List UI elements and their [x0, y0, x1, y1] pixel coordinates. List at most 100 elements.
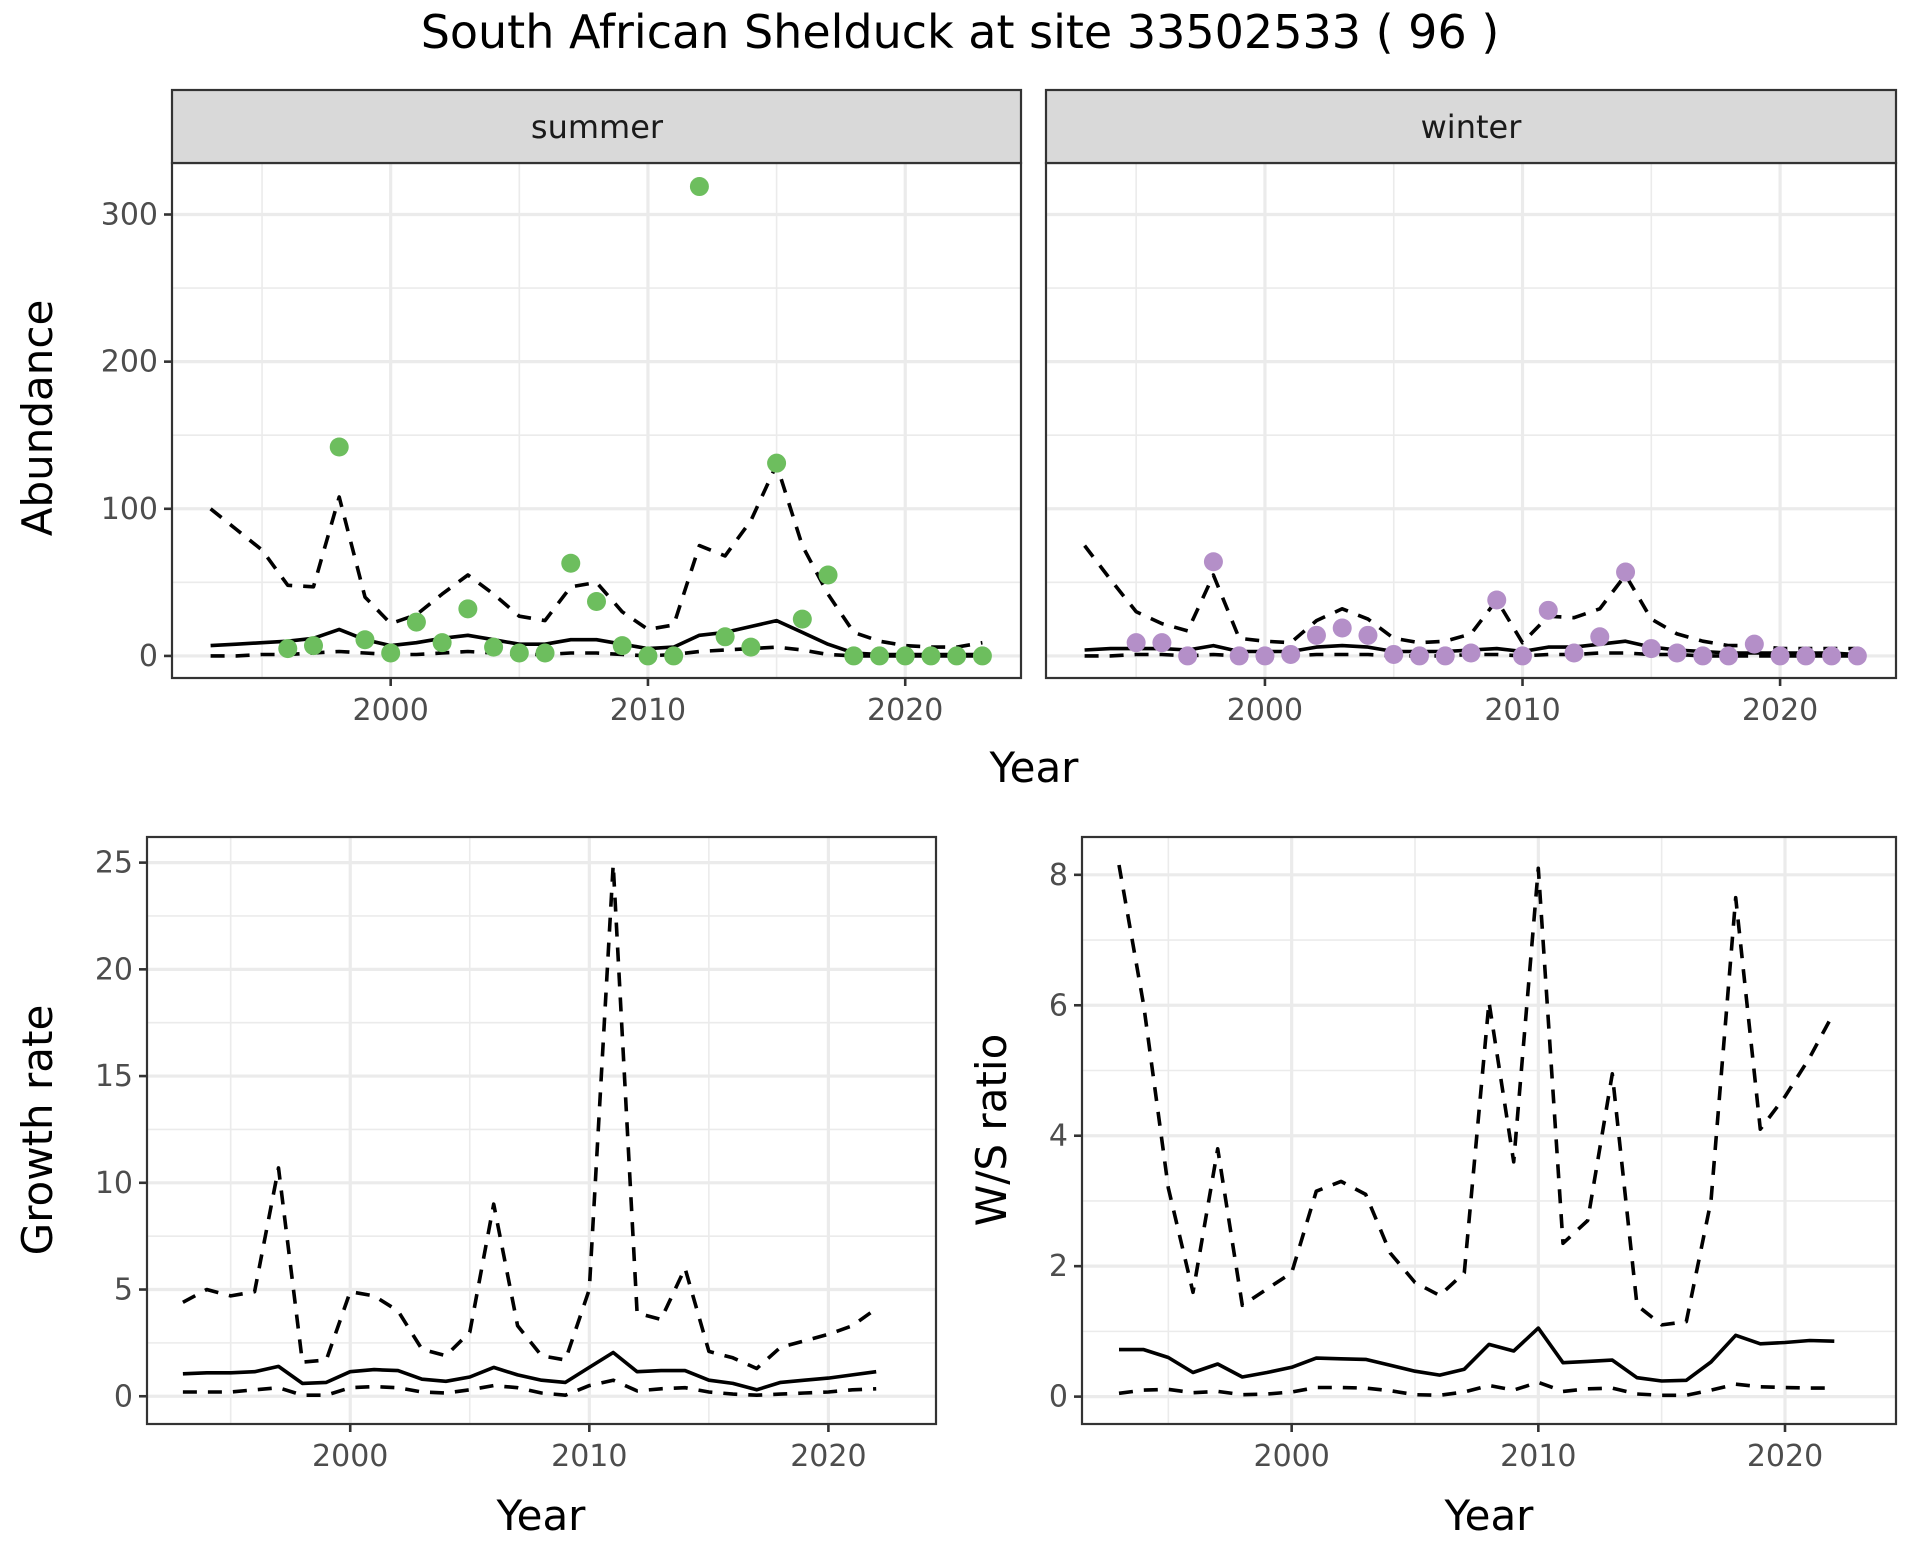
- data-point: [355, 630, 375, 650]
- x-tick-label: 2010: [1500, 1439, 1576, 1474]
- data-point: [921, 646, 941, 666]
- y-tick-label: 4: [1049, 1119, 1068, 1154]
- data-point: [509, 643, 529, 663]
- data-point: [1358, 625, 1378, 645]
- data-point: [406, 612, 426, 632]
- y-tick-label: 0: [139, 639, 158, 674]
- x-tick-label: 2020: [867, 693, 943, 728]
- data-point: [664, 646, 684, 666]
- y-axis-title-growth-rate: Growth rate: [13, 1005, 62, 1256]
- x-axis-title-growth: Year: [496, 1491, 587, 1540]
- data-point: [1229, 646, 1249, 666]
- data-point: [767, 453, 787, 473]
- series-mean: [182, 1350, 877, 1392]
- data-point: [1332, 618, 1352, 638]
- data-point: [1306, 625, 1326, 645]
- y-tick-label: 5: [114, 1273, 133, 1308]
- x-tick-label: 2020: [790, 1439, 866, 1474]
- data-point: [1461, 643, 1481, 663]
- data-point: [612, 636, 632, 656]
- data-point: [561, 553, 581, 573]
- y-tick-label: 20: [95, 952, 133, 987]
- data-point: [1281, 644, 1301, 664]
- data-point: [1590, 627, 1610, 647]
- data-point: [484, 637, 504, 657]
- data-point: [1616, 562, 1636, 582]
- data-point: [689, 177, 709, 197]
- data-point: [1178, 646, 1198, 666]
- series-upper-bound: [1117, 864, 1836, 1327]
- x-tick-label: 2000: [1227, 693, 1303, 728]
- x-tick-label: 2000: [1253, 1439, 1329, 1474]
- x-tick-label: 2010: [610, 693, 686, 728]
- data-point: [844, 646, 864, 666]
- data-point: [1822, 646, 1842, 666]
- data-point: [1409, 646, 1429, 666]
- data-point: [1770, 646, 1790, 666]
- data-point: [638, 646, 658, 666]
- data-point: [278, 639, 298, 659]
- data-point: [1693, 646, 1713, 666]
- data-point: [895, 646, 915, 666]
- x-tick-label: 2010: [1484, 693, 1560, 728]
- data-point: [1255, 646, 1275, 666]
- y-tick-label: 25: [95, 846, 133, 881]
- series-upper-bound: [1083, 544, 1858, 651]
- facet-strip: [1044, 88, 1898, 165]
- panel-ws-ratio: 2000 2010 2020 0 2 4 6 8: [1049, 835, 1898, 1474]
- y-tick-label: 0: [1049, 1380, 1068, 1415]
- chart-title: South African Shelduck at site 33502533 …: [421, 5, 1500, 59]
- data-point: [1719, 646, 1739, 666]
- y-axis-title-abundance: Abundance: [13, 300, 62, 537]
- x-tick-label: 2000: [312, 1439, 388, 1474]
- y-tick-label: 200: [101, 345, 158, 380]
- data-point: [458, 599, 478, 619]
- data-point: [947, 646, 967, 666]
- data-point: [1513, 646, 1533, 666]
- panel-background: [1046, 163, 1896, 678]
- data-point: [432, 633, 452, 653]
- y-tick-label: 300: [101, 198, 158, 233]
- data-point: [1435, 646, 1455, 666]
- panel-abundance-summer: 2000 2010 2020 0 100 200 300: [101, 88, 1023, 728]
- y-tick-label: 8: [1049, 858, 1068, 893]
- data-point: [1641, 639, 1661, 659]
- data-point: [381, 643, 401, 663]
- data-point: [1847, 646, 1867, 666]
- data-point: [1796, 646, 1816, 666]
- y-tick-label: 2: [1049, 1249, 1068, 1284]
- x-tick-label: 2010: [551, 1439, 627, 1474]
- panel-background: [1082, 837, 1896, 1424]
- series-lower-bound: [182, 1378, 877, 1397]
- data-point: [1203, 552, 1223, 572]
- data-point: [1126, 633, 1146, 653]
- y-tick-label: 0: [114, 1379, 133, 1414]
- x-axis-title-top: Year: [989, 743, 1080, 792]
- panel-border: [1080, 835, 1898, 1426]
- y-tick-label: 10: [95, 1166, 133, 1201]
- data-point: [870, 646, 889, 666]
- panel-background: [147, 837, 936, 1424]
- facet-strip: [170, 88, 1023, 165]
- data-point: [715, 627, 735, 647]
- x-tick-label: 2020: [1747, 1439, 1823, 1474]
- x-axis-title-ws: Year: [1444, 1491, 1535, 1540]
- data-point: [1744, 634, 1764, 654]
- data-point: [329, 437, 349, 457]
- y-tick-label: 15: [95, 1059, 133, 1094]
- y-tick-label: 6: [1049, 988, 1068, 1023]
- y-axis-title-ws-ratio: W/S ratio: [967, 1034, 1016, 1227]
- series-upper-bound: [209, 462, 983, 649]
- data-point: [587, 591, 606, 611]
- x-tick-label: 2020: [1742, 693, 1818, 728]
- panel-growth-rate: 2000 2010 2020 0 5 10 15 20 25: [95, 835, 938, 1474]
- data-point: [792, 609, 812, 629]
- data-point: [1487, 590, 1507, 610]
- data-point: [972, 646, 992, 666]
- strip-label-summer: summer: [531, 108, 664, 146]
- data-point: [1384, 644, 1404, 664]
- data-point: [535, 643, 555, 663]
- strip-label-winter: winter: [1421, 108, 1523, 146]
- series-lower-bound: [210, 645, 983, 658]
